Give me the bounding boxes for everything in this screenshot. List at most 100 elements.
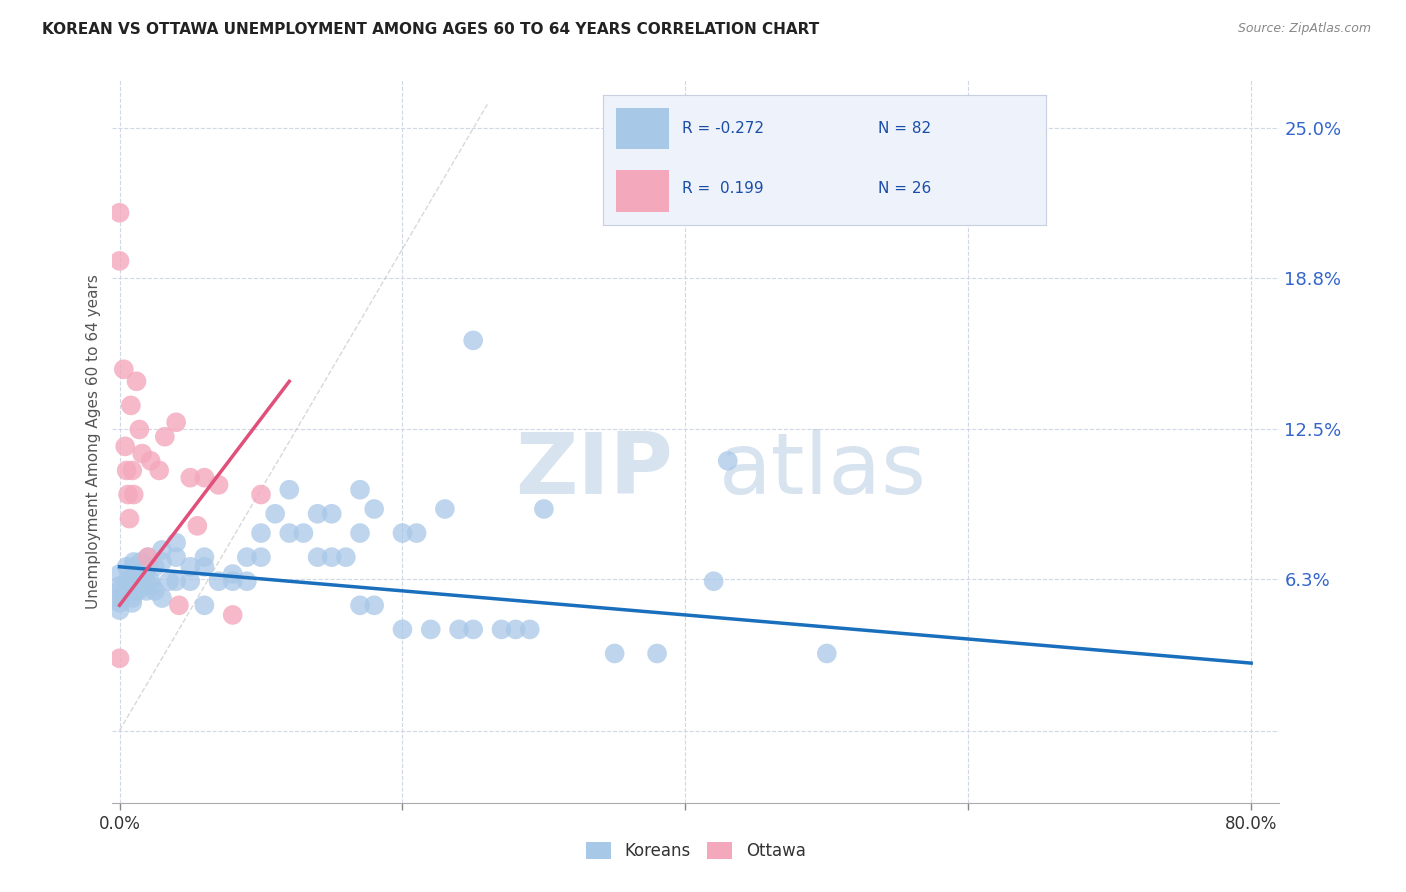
Point bbox=[118, 579, 141, 593]
Point bbox=[108, 205, 131, 219]
Point bbox=[433, 502, 456, 516]
Point bbox=[349, 483, 371, 497]
Point bbox=[250, 550, 273, 565]
Point bbox=[139, 574, 162, 589]
Point bbox=[264, 507, 287, 521]
Point bbox=[131, 446, 153, 460]
Point bbox=[108, 591, 131, 606]
Point bbox=[136, 559, 159, 574]
Point bbox=[135, 583, 157, 598]
Point bbox=[165, 535, 187, 549]
Point bbox=[391, 623, 413, 637]
Point bbox=[349, 526, 371, 541]
Point bbox=[120, 398, 142, 412]
Point bbox=[321, 507, 343, 521]
Point bbox=[108, 603, 131, 617]
Point bbox=[131, 574, 153, 589]
Point bbox=[108, 579, 131, 593]
Point bbox=[143, 559, 166, 574]
Point bbox=[179, 574, 201, 589]
Point bbox=[117, 487, 139, 501]
Point bbox=[703, 574, 725, 589]
Point bbox=[112, 362, 135, 376]
Point bbox=[207, 574, 229, 589]
Point bbox=[250, 526, 273, 541]
Point bbox=[120, 579, 142, 593]
Point bbox=[122, 574, 145, 589]
Point bbox=[121, 463, 143, 477]
Point bbox=[115, 574, 138, 589]
Point bbox=[122, 555, 145, 569]
Text: KOREAN VS OTTAWA UNEMPLOYMENT AMONG AGES 60 TO 64 YEARS CORRELATION CHART: KOREAN VS OTTAWA UNEMPLOYMENT AMONG AGES… bbox=[42, 22, 820, 37]
Point bbox=[125, 375, 148, 389]
Point bbox=[463, 623, 485, 637]
Point bbox=[321, 550, 343, 565]
Point bbox=[717, 454, 740, 468]
Point bbox=[129, 559, 152, 574]
Point bbox=[815, 647, 838, 661]
Point bbox=[121, 591, 143, 606]
Point bbox=[127, 583, 149, 598]
Point bbox=[250, 487, 273, 501]
Point bbox=[349, 599, 371, 613]
Point bbox=[363, 502, 385, 516]
Point bbox=[108, 567, 131, 582]
Legend: Koreans, Ottawa: Koreans, Ottawa bbox=[579, 835, 813, 867]
Point bbox=[419, 623, 441, 637]
Point bbox=[131, 579, 153, 593]
Point bbox=[108, 651, 131, 665]
Point bbox=[603, 647, 626, 661]
Point bbox=[108, 583, 131, 598]
Point bbox=[125, 574, 148, 589]
Point bbox=[118, 511, 141, 525]
Point bbox=[122, 487, 145, 501]
Point bbox=[150, 555, 173, 569]
Point bbox=[150, 542, 173, 557]
Text: atlas: atlas bbox=[720, 429, 928, 512]
Point bbox=[115, 559, 138, 574]
Point bbox=[519, 623, 541, 637]
Point bbox=[222, 567, 245, 582]
Point bbox=[307, 550, 329, 565]
Point bbox=[179, 559, 201, 574]
Point bbox=[236, 550, 259, 565]
Point bbox=[186, 518, 208, 533]
Point bbox=[108, 596, 131, 610]
Point bbox=[463, 334, 485, 348]
Point bbox=[108, 253, 131, 268]
Point bbox=[533, 502, 555, 516]
Point bbox=[278, 483, 301, 497]
Point bbox=[128, 423, 150, 437]
Point bbox=[136, 550, 159, 565]
Point bbox=[491, 623, 513, 637]
Point bbox=[143, 583, 166, 598]
Point bbox=[193, 599, 215, 613]
Point bbox=[405, 526, 427, 541]
Point bbox=[139, 454, 162, 468]
Point bbox=[122, 559, 145, 574]
Text: ZIP: ZIP bbox=[515, 429, 672, 512]
Point bbox=[167, 599, 190, 613]
Point bbox=[222, 574, 245, 589]
Point bbox=[122, 583, 145, 598]
Point bbox=[505, 623, 527, 637]
Point bbox=[150, 591, 173, 606]
Point bbox=[222, 607, 245, 622]
Point bbox=[292, 526, 315, 541]
Point bbox=[120, 583, 142, 598]
Point bbox=[193, 550, 215, 565]
Point bbox=[141, 579, 163, 593]
Point bbox=[193, 559, 215, 574]
Point bbox=[165, 574, 187, 589]
Point bbox=[193, 471, 215, 485]
Text: Source: ZipAtlas.com: Source: ZipAtlas.com bbox=[1237, 22, 1371, 36]
Point bbox=[645, 647, 668, 661]
Point bbox=[335, 550, 357, 565]
Point bbox=[148, 463, 170, 477]
Point bbox=[125, 559, 148, 574]
Point bbox=[391, 526, 413, 541]
Point bbox=[115, 463, 138, 477]
Point bbox=[121, 596, 143, 610]
Point bbox=[307, 507, 329, 521]
Point bbox=[236, 574, 259, 589]
